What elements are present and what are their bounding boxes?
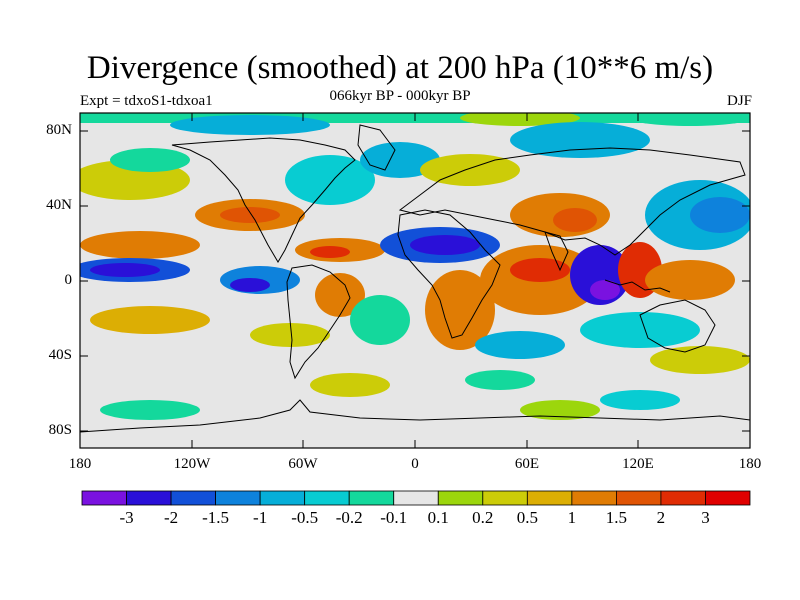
colorbar-swatch xyxy=(81,490,127,506)
colorbar-label: -1 xyxy=(253,508,268,527)
period-label: 066kyr BP - 000kyr BP xyxy=(329,88,471,104)
colorbar-swatch xyxy=(437,490,484,506)
colorbar-label: 0.1 xyxy=(427,508,449,527)
field-region xyxy=(170,115,330,135)
colorbar-label: 1.5 xyxy=(605,508,628,527)
season-label: DJF xyxy=(726,93,752,109)
field-region xyxy=(310,246,350,258)
colorbar-swatch xyxy=(126,490,172,506)
colorbar-label: 2 xyxy=(656,508,666,527)
field-region xyxy=(250,323,330,347)
coast-antarctica xyxy=(80,399,750,433)
experiment-label: Expt = tdxoS1-tdxoa1 xyxy=(80,93,213,109)
field-region xyxy=(350,295,410,345)
coast-north-america xyxy=(171,137,356,263)
colorbar-swatch xyxy=(571,490,617,506)
field-region xyxy=(90,306,210,334)
lat-label: 40N xyxy=(46,197,72,213)
field-region xyxy=(460,113,580,126)
field-region xyxy=(650,346,750,374)
colorbar-label: 1 xyxy=(567,508,577,527)
lon-label: 180 xyxy=(738,456,762,472)
coast-maritime xyxy=(604,279,671,293)
coast-south-america xyxy=(286,264,351,380)
field-region xyxy=(220,207,280,223)
field-region xyxy=(360,142,440,178)
lon-label: 120E xyxy=(622,456,654,472)
colorbar-label: -1.5 xyxy=(202,508,230,527)
field-region xyxy=(600,390,680,410)
field-region xyxy=(315,273,365,317)
colorbar-swatch xyxy=(304,490,350,506)
field-region xyxy=(690,197,750,233)
coast-eurasia xyxy=(398,147,746,256)
coast-africa xyxy=(397,209,501,339)
field-region xyxy=(90,263,160,277)
colorbar-swatch xyxy=(660,490,706,506)
coast-india xyxy=(544,231,569,272)
field-region xyxy=(510,258,570,282)
field-region xyxy=(410,235,480,255)
field-region xyxy=(475,331,565,359)
lon-label: 60E xyxy=(514,456,540,472)
lon-label: 120W xyxy=(173,456,211,472)
lat-label: 0 xyxy=(64,272,73,288)
lon-label: 60W xyxy=(288,456,318,472)
divergence-field xyxy=(80,113,750,448)
colorbar-swatch xyxy=(348,490,395,506)
colorbar-label: -2 xyxy=(163,508,179,527)
field-region xyxy=(630,113,750,126)
colorbar-swatch xyxy=(616,490,662,506)
colorbar-swatch xyxy=(482,490,528,506)
colorbar-label: -0.2 xyxy=(335,508,363,527)
colorbar-label: -0.1 xyxy=(380,508,408,527)
colorbar-label: -0.5 xyxy=(291,508,319,527)
field-region xyxy=(510,122,650,158)
colorbar-swatch xyxy=(393,490,439,506)
colorbar xyxy=(81,490,751,506)
lon-label: 0 xyxy=(411,456,419,472)
field-region xyxy=(100,400,200,420)
field-region xyxy=(645,260,735,300)
colorbar-label: 3 xyxy=(701,508,710,527)
colorbar-label: -3 xyxy=(119,508,134,527)
colorbar-swatch xyxy=(526,490,573,506)
lat-label: 80N xyxy=(46,122,72,138)
map-title: Divergence (smoothed) at 200 hPa (10**6 … xyxy=(86,50,714,86)
field-region xyxy=(110,148,190,172)
lat-label: 40S xyxy=(48,347,72,363)
field-region xyxy=(465,370,535,390)
colorbar-swatch xyxy=(215,490,261,506)
lat-label: 80S xyxy=(48,422,72,438)
lon-label: 180 xyxy=(68,456,92,472)
colorbar-swatch xyxy=(705,490,751,506)
lon-ticks xyxy=(79,113,751,448)
colorbar-label: 0.5 xyxy=(516,508,538,527)
field-region xyxy=(425,270,495,350)
colorbar-label: 0.2 xyxy=(472,508,494,527)
field-region xyxy=(285,155,375,205)
colorbar-swatch xyxy=(259,490,306,506)
coastlines xyxy=(80,124,750,433)
colorbar-swatch xyxy=(170,490,216,506)
field-region xyxy=(310,373,390,397)
field-region xyxy=(553,208,597,232)
coast-australia xyxy=(639,299,716,353)
field-region xyxy=(580,312,700,348)
lat-ticks xyxy=(80,130,750,432)
coast-greenland xyxy=(357,124,396,171)
field-region xyxy=(520,400,600,420)
field-region xyxy=(80,231,200,259)
field-region xyxy=(590,280,620,300)
field-region xyxy=(230,278,270,292)
